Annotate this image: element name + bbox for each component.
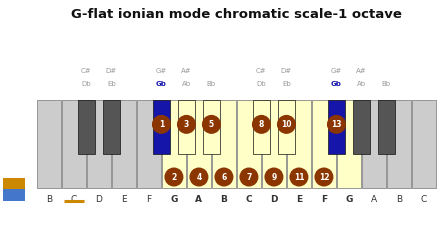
- Bar: [4, 178, 25, 190]
- Bar: [237, 100, 261, 187]
- Bar: [362, 100, 386, 187]
- Text: 2: 2: [171, 173, 177, 182]
- Text: C#: C#: [256, 68, 267, 74]
- Text: Db: Db: [257, 81, 266, 88]
- Bar: [254, 100, 270, 154]
- Text: 8: 8: [259, 120, 264, 129]
- Bar: [162, 100, 186, 187]
- Bar: [278, 100, 294, 154]
- Text: E: E: [296, 194, 302, 203]
- Text: G: G: [345, 194, 353, 203]
- Bar: [387, 100, 411, 187]
- Text: 3: 3: [184, 120, 189, 129]
- Text: 5: 5: [209, 120, 214, 129]
- Text: Ab: Ab: [357, 81, 366, 88]
- Bar: [337, 100, 361, 187]
- Text: Bb: Bb: [207, 81, 216, 88]
- Text: Db: Db: [82, 81, 91, 88]
- Bar: [312, 100, 336, 187]
- Bar: [87, 100, 111, 187]
- Bar: [62, 100, 86, 187]
- Bar: [187, 100, 211, 187]
- Bar: [203, 100, 219, 154]
- Circle shape: [202, 115, 221, 134]
- Text: 12: 12: [319, 173, 329, 182]
- Circle shape: [327, 115, 346, 134]
- Bar: [4, 189, 25, 201]
- Text: G-flat ionian mode chromatic scale-1 octave: G-flat ionian mode chromatic scale-1 oct…: [71, 8, 402, 21]
- Circle shape: [314, 167, 333, 187]
- Text: B: B: [221, 194, 227, 203]
- Circle shape: [239, 167, 258, 187]
- Circle shape: [265, 167, 283, 187]
- Text: C: C: [421, 194, 427, 203]
- Text: C#: C#: [81, 68, 92, 74]
- Circle shape: [152, 115, 171, 134]
- Bar: [378, 100, 395, 154]
- Text: D#: D#: [281, 68, 292, 74]
- Text: Gb: Gb: [331, 81, 342, 88]
- Bar: [112, 100, 136, 187]
- Text: Gb: Gb: [156, 81, 167, 88]
- Text: 11: 11: [293, 173, 304, 182]
- Bar: [137, 100, 161, 187]
- Text: C: C: [246, 194, 252, 203]
- Text: G#: G#: [156, 68, 167, 74]
- Text: G#: G#: [331, 68, 342, 74]
- Text: 6: 6: [221, 173, 226, 182]
- Text: A: A: [195, 194, 202, 203]
- Text: G: G: [170, 194, 178, 203]
- Text: 1: 1: [159, 120, 164, 129]
- Circle shape: [214, 167, 234, 187]
- Bar: [78, 100, 95, 154]
- Circle shape: [252, 115, 271, 134]
- Text: basicmusictheory.com: basicmusictheory.com: [12, 75, 17, 141]
- Circle shape: [277, 115, 296, 134]
- Bar: [328, 100, 345, 154]
- Text: A#: A#: [356, 68, 367, 74]
- Bar: [153, 100, 170, 154]
- Bar: [212, 100, 236, 187]
- Text: 9: 9: [271, 173, 277, 182]
- Text: 4: 4: [196, 173, 202, 182]
- Circle shape: [190, 167, 208, 187]
- Circle shape: [289, 167, 309, 187]
- Text: Eb: Eb: [282, 81, 291, 88]
- Text: 10: 10: [281, 120, 292, 129]
- Text: A: A: [371, 194, 377, 203]
- Text: 7: 7: [246, 173, 252, 182]
- Bar: [178, 100, 194, 154]
- Bar: [287, 100, 311, 187]
- Text: D#: D#: [106, 68, 117, 74]
- Text: F: F: [147, 194, 151, 203]
- Text: E: E: [121, 194, 127, 203]
- Text: D: D: [270, 194, 278, 203]
- Bar: [262, 100, 285, 187]
- Text: Ab: Ab: [182, 81, 191, 88]
- Text: B: B: [46, 194, 52, 203]
- Text: Bb: Bb: [382, 81, 391, 88]
- Circle shape: [164, 167, 183, 187]
- Bar: [412, 100, 436, 187]
- Text: B: B: [396, 194, 402, 203]
- Bar: [103, 100, 119, 154]
- Text: 13: 13: [331, 120, 342, 129]
- Text: A#: A#: [181, 68, 192, 74]
- Text: F: F: [321, 194, 327, 203]
- Text: C: C: [71, 194, 77, 203]
- Circle shape: [177, 115, 196, 134]
- Text: D: D: [95, 194, 103, 203]
- Bar: [353, 100, 369, 154]
- Text: Eb: Eb: [107, 81, 116, 88]
- Bar: [37, 100, 61, 187]
